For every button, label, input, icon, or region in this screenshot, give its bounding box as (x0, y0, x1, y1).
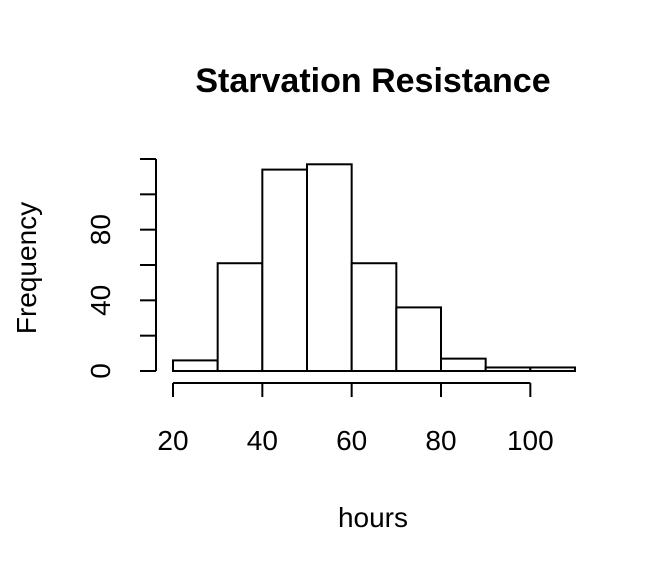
y-axis-label: Frequency (11, 202, 42, 334)
y-axis: 0 40 80 (85, 158, 157, 379)
histogram-bar (350, 262, 398, 373)
histogram-bar (261, 168, 309, 372)
chart-title: Starvation Resistance (195, 62, 550, 100)
histogram-bar (306, 163, 353, 372)
x-tick-label: 60 (336, 425, 367, 456)
y-tick-label: 80 (85, 214, 116, 245)
histogram-bar (529, 366, 576, 373)
histogram-bar (395, 306, 443, 372)
histogram-bar (484, 366, 532, 373)
x-tick-label: 100 (507, 425, 554, 456)
x-axis: 20 40 60 80 100 (157, 382, 554, 456)
x-tick-label: 40 (247, 425, 278, 456)
histogram-bar (440, 357, 487, 372)
histogram-bar (172, 359, 219, 372)
x-axis-label: hours (338, 502, 408, 533)
y-tick-label: 0 (85, 363, 116, 379)
x-tick-label: 80 (425, 425, 456, 456)
bars-group (172, 163, 576, 373)
histogram-bar (216, 262, 264, 373)
y-tick-label: 40 (85, 285, 116, 316)
x-tick-label: 20 (157, 425, 188, 456)
